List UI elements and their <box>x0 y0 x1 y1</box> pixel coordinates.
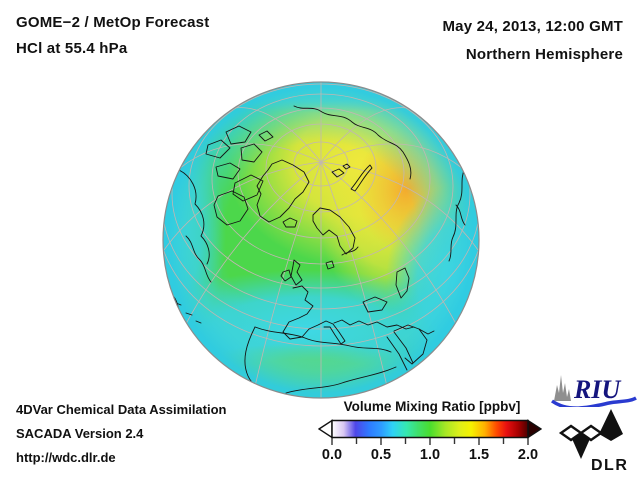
globe-map <box>156 75 486 405</box>
colorbar-tick-label: 0.0 <box>321 447 343 463</box>
colorbar-tick-label: 1.0 <box>419 447 441 463</box>
dlr-logo: DLR <box>557 407 639 477</box>
colorbar-tick-label: 2.0 <box>517 447 539 463</box>
assimilation-label: 4DVar Chemical Data Assimilation <box>16 402 227 417</box>
version-label: SACADA Version 2.4 <box>16 426 144 441</box>
colorbar-title: Volume Mixing Ratio [ppbv] <box>343 399 521 414</box>
colorbar-ticks <box>331 438 529 445</box>
riu-logo: RIU <box>550 371 637 410</box>
species-level-title: HCl at 55.4 hPa <box>16 40 128 57</box>
globe-svg <box>162 81 480 399</box>
dlr-emblem-icon <box>558 409 623 459</box>
colorbar <box>318 419 542 445</box>
plot-datetime-block: May 24, 2013, 12:00 GMT Northern Hemisph… <box>442 13 623 69</box>
region-label: Northern Hemisphere <box>465 46 623 63</box>
colorbar-overflow-arrow <box>527 419 542 439</box>
colorbar-scale <box>331 419 529 439</box>
credits-block: 4DVar Chemical Data Assimilation SACADA … <box>16 398 227 470</box>
riu-cathedral-icon <box>554 375 571 401</box>
product-title: GOME−2 / MetOp Forecast <box>16 14 210 31</box>
colorbar-tick-label: 0.5 <box>370 447 392 463</box>
plot-title-block: GOME−2 / MetOp Forecast HCl at 55.4 hPa <box>16 10 209 62</box>
url-label: http://wdc.dlr.de <box>16 450 116 465</box>
coastlines <box>163 105 466 398</box>
graticule <box>163 82 479 398</box>
colorbar-underflow-arrow <box>318 419 333 439</box>
datetime-label: May 24, 2013, 12:00 GMT <box>442 18 623 35</box>
globe-outline <box>162 81 480 399</box>
dlr-logo-text: DLR <box>591 457 628 474</box>
riu-logo-text: RIU <box>573 375 621 404</box>
colorbar-tick-label: 1.5 <box>468 447 490 463</box>
